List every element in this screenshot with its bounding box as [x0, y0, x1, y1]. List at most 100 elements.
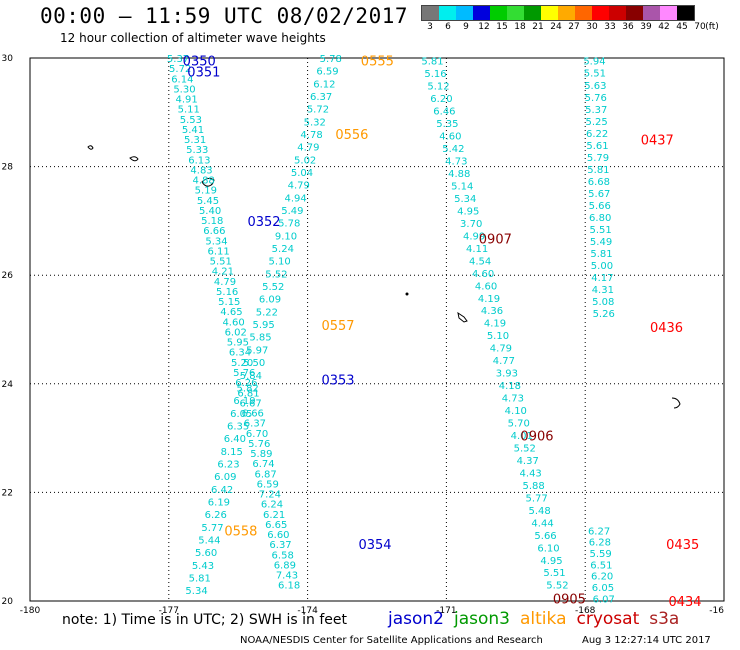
legend-item-jason2: jason2 — [388, 609, 444, 629]
colorbar-label: 15 — [496, 22, 508, 32]
swh-value: 6.24 — [261, 500, 283, 511]
y-tick-label: 28 — [2, 163, 14, 173]
swh-value: 6.60 — [267, 530, 289, 541]
swh-value: 5.51 — [543, 568, 565, 579]
colorbar-label: 24 — [550, 22, 562, 32]
swh-value: 4.77 — [493, 356, 515, 367]
swh-value: 6.59 — [257, 479, 279, 490]
swh-value: 6.58 — [272, 550, 294, 561]
colorbar-cell — [660, 6, 677, 20]
colorbar-cell — [541, 6, 558, 20]
swh-value: 5.76 — [233, 368, 255, 379]
swh-value: 6.46 — [433, 107, 455, 118]
island-shape — [457, 311, 468, 323]
swh-value: 5.32 — [304, 117, 326, 128]
swh-value: 6.35 — [227, 421, 249, 432]
swh-value: 4.73 — [502, 394, 524, 405]
swh-value: 3.70 — [460, 219, 482, 230]
colorbar-cell — [490, 6, 507, 20]
legend-item-altika: altika — [520, 609, 567, 629]
swh-value: 6.26 — [235, 378, 257, 389]
page-title: 00:00 – 11:59 UTC 08/02/2017 — [40, 4, 409, 28]
swh-value: 6.87 — [254, 469, 276, 480]
swh-value: 6.65 — [265, 520, 287, 531]
swh-value: 4.95 — [540, 556, 562, 567]
swh-value: 6.19 — [233, 396, 255, 407]
swh-value: 5.78 — [278, 219, 300, 230]
swh-value: 5.15 — [218, 297, 240, 308]
pass-time-label: 0437 — [641, 133, 674, 148]
generated-timestamp: Aug 3 12:27:14 UTC 2017 — [582, 635, 711, 646]
swh-value: 4.79 — [288, 181, 310, 192]
pass-time-label: 0555 — [361, 55, 394, 70]
swh-value: 4.83 — [190, 165, 212, 176]
swh-value: 5.11 — [178, 105, 200, 116]
swh-value: 6.59 — [316, 67, 338, 78]
swh-value: 5.22 — [256, 307, 278, 318]
swh-value: 5.95 — [227, 338, 249, 349]
swh-value: 5.34 — [205, 236, 227, 247]
swh-value: 5.95 — [253, 320, 275, 331]
swh-value: 5.10 — [268, 257, 290, 268]
swh-value: 5.76 — [585, 93, 607, 104]
colorbar-label: 39 — [640, 22, 652, 32]
footer-note: note: 1) Time is in UTC; 2) SWH is in fe… — [62, 612, 348, 628]
swh-value: 5.34 — [454, 194, 476, 205]
colorbar-label: 6 — [445, 22, 451, 32]
colorbar-label: 27 — [568, 22, 580, 32]
legend-item-cryosat: cryosat — [576, 609, 640, 629]
swh-value: 5.49 — [590, 237, 612, 248]
swh-value: 5.24 — [272, 244, 294, 255]
swh-value: 5.66 — [534, 531, 556, 542]
y-tick-label: 26 — [2, 271, 14, 281]
swh-value: 5.81 — [587, 165, 609, 176]
colorbar-cell — [422, 6, 439, 20]
swh-value: 6.20 — [591, 572, 613, 583]
swh-value: 4.31 — [592, 285, 614, 296]
swh-value: 6.21 — [263, 510, 285, 521]
swh-value: 4.95 — [457, 206, 479, 217]
swh-value: 6.07 — [593, 594, 615, 605]
swh-value: 4.91 — [175, 95, 197, 106]
swh-value: 6.81 — [237, 388, 259, 399]
swh-value: 6.89 — [274, 560, 296, 571]
swh-value: 5.66 — [589, 201, 611, 212]
swh-value: 6.37 — [269, 540, 291, 551]
legend-item-s3a: s3a — [649, 609, 680, 629]
swh-value: 4.73 — [445, 157, 467, 168]
swh-value: 5.00 — [591, 261, 613, 272]
colorbar-label: 18 — [514, 22, 526, 32]
swh-value: 5.81 — [590, 249, 612, 260]
swh-value: 4.19 — [484, 319, 506, 330]
colorbar-label: 36 — [622, 22, 634, 32]
swh-value: 6.02 — [225, 327, 247, 338]
colorbar-label: 70 — [694, 22, 706, 32]
swh-value: 5.52 — [262, 282, 284, 293]
pass-time-label: 0434 — [668, 595, 701, 610]
swh-value: 5.72 — [169, 64, 191, 75]
colorbar-cell — [609, 6, 626, 20]
swh-value: 5.79 — [587, 153, 609, 164]
pass-time-label: 0351 — [187, 66, 220, 81]
swh-value: 5.30 — [173, 84, 195, 95]
swh-value: 5.97 — [246, 345, 268, 356]
swh-value: 6.19 — [208, 497, 230, 508]
x-tick-label: -174 — [297, 606, 318, 616]
swh-value: 5.88 — [523, 481, 545, 492]
swh-value: 5.59 — [589, 549, 611, 560]
swh-value: 6.70 — [246, 429, 268, 440]
swh-value: 5.67 — [588, 189, 610, 200]
swh-value: 6.26 — [205, 510, 227, 521]
swh-value: 6.10 — [537, 543, 559, 554]
swh-value: 7.43 — [276, 571, 298, 582]
swh-value: 6.34 — [229, 348, 251, 359]
pass-time-label: 0436 — [650, 321, 683, 336]
swh-value: 5.43 — [192, 561, 214, 572]
swh-value: 6.14 — [171, 74, 193, 85]
swh-value: 5.20 — [231, 358, 253, 369]
pass-time-label: 0907 — [479, 232, 512, 247]
x-tick-label: -171 — [436, 606, 456, 616]
pass-time-label: 0353 — [321, 373, 354, 388]
swh-value: 3.93 — [496, 369, 518, 380]
swh-value: 5.81 — [189, 573, 211, 584]
